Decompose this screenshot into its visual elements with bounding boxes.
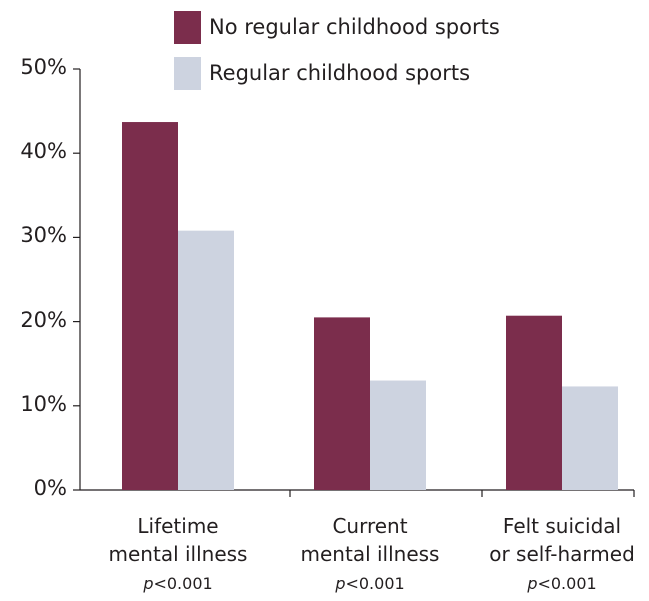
legend: No regular childhood sports Regular chil… — [174, 10, 500, 102]
x-category-line: Lifetime — [137, 514, 219, 538]
bar-sports-3 — [562, 386, 618, 490]
y-tick-label: 10% — [20, 391, 67, 416]
y-tick-label: 0% — [33, 476, 67, 500]
p-value-text: <0.001 — [537, 574, 597, 593]
bar-no-sports-3 — [506, 315, 562, 490]
legend-item-sports: Regular childhood sports — [174, 56, 500, 90]
p-value-text: <0.001 — [345, 574, 405, 593]
bar-no-sports-1 — [122, 122, 178, 491]
bar-no-sports-2 — [314, 317, 370, 490]
x-category-line: or self-harmed — [489, 542, 635, 566]
legend-label-sports: Regular childhood sports — [209, 61, 471, 85]
x-category-line: Felt suicidal — [502, 514, 622, 538]
legend-swatch-no-sports — [174, 10, 201, 44]
legend-swatch-sports — [174, 56, 201, 90]
x-category-line: mental illness — [300, 542, 440, 566]
legend-label-no-sports: No regular childhood sports — [209, 15, 500, 39]
y-tick-label: 50% — [20, 55, 67, 79]
x-category-label: Lifetime mental illness — [93, 512, 263, 568]
p-value-label: p<0.001 — [477, 574, 647, 593]
y-tick-label: 20% — [20, 307, 67, 332]
p-value-label: p<0.001 — [93, 574, 263, 593]
p-value-symbol: p — [527, 574, 538, 593]
p-value-symbol: p — [143, 574, 154, 593]
x-category-line: mental illness — [108, 542, 248, 566]
p-value-text: <0.001 — [153, 574, 213, 593]
bar-sports-2 — [370, 380, 426, 490]
p-value-symbol: p — [335, 574, 346, 593]
x-category-label: Felt suicidal or self-harmed — [477, 512, 647, 568]
x-category-line: Current — [332, 514, 408, 538]
y-tick-label: 40% — [20, 139, 67, 164]
x-category-label: Current mental illness — [285, 512, 455, 568]
bar-sports-1 — [178, 230, 234, 490]
p-value-label: p<0.001 — [285, 574, 455, 593]
legend-item-no-sports: No regular childhood sports — [174, 10, 500, 44]
y-tick-label: 30% — [20, 223, 67, 248]
